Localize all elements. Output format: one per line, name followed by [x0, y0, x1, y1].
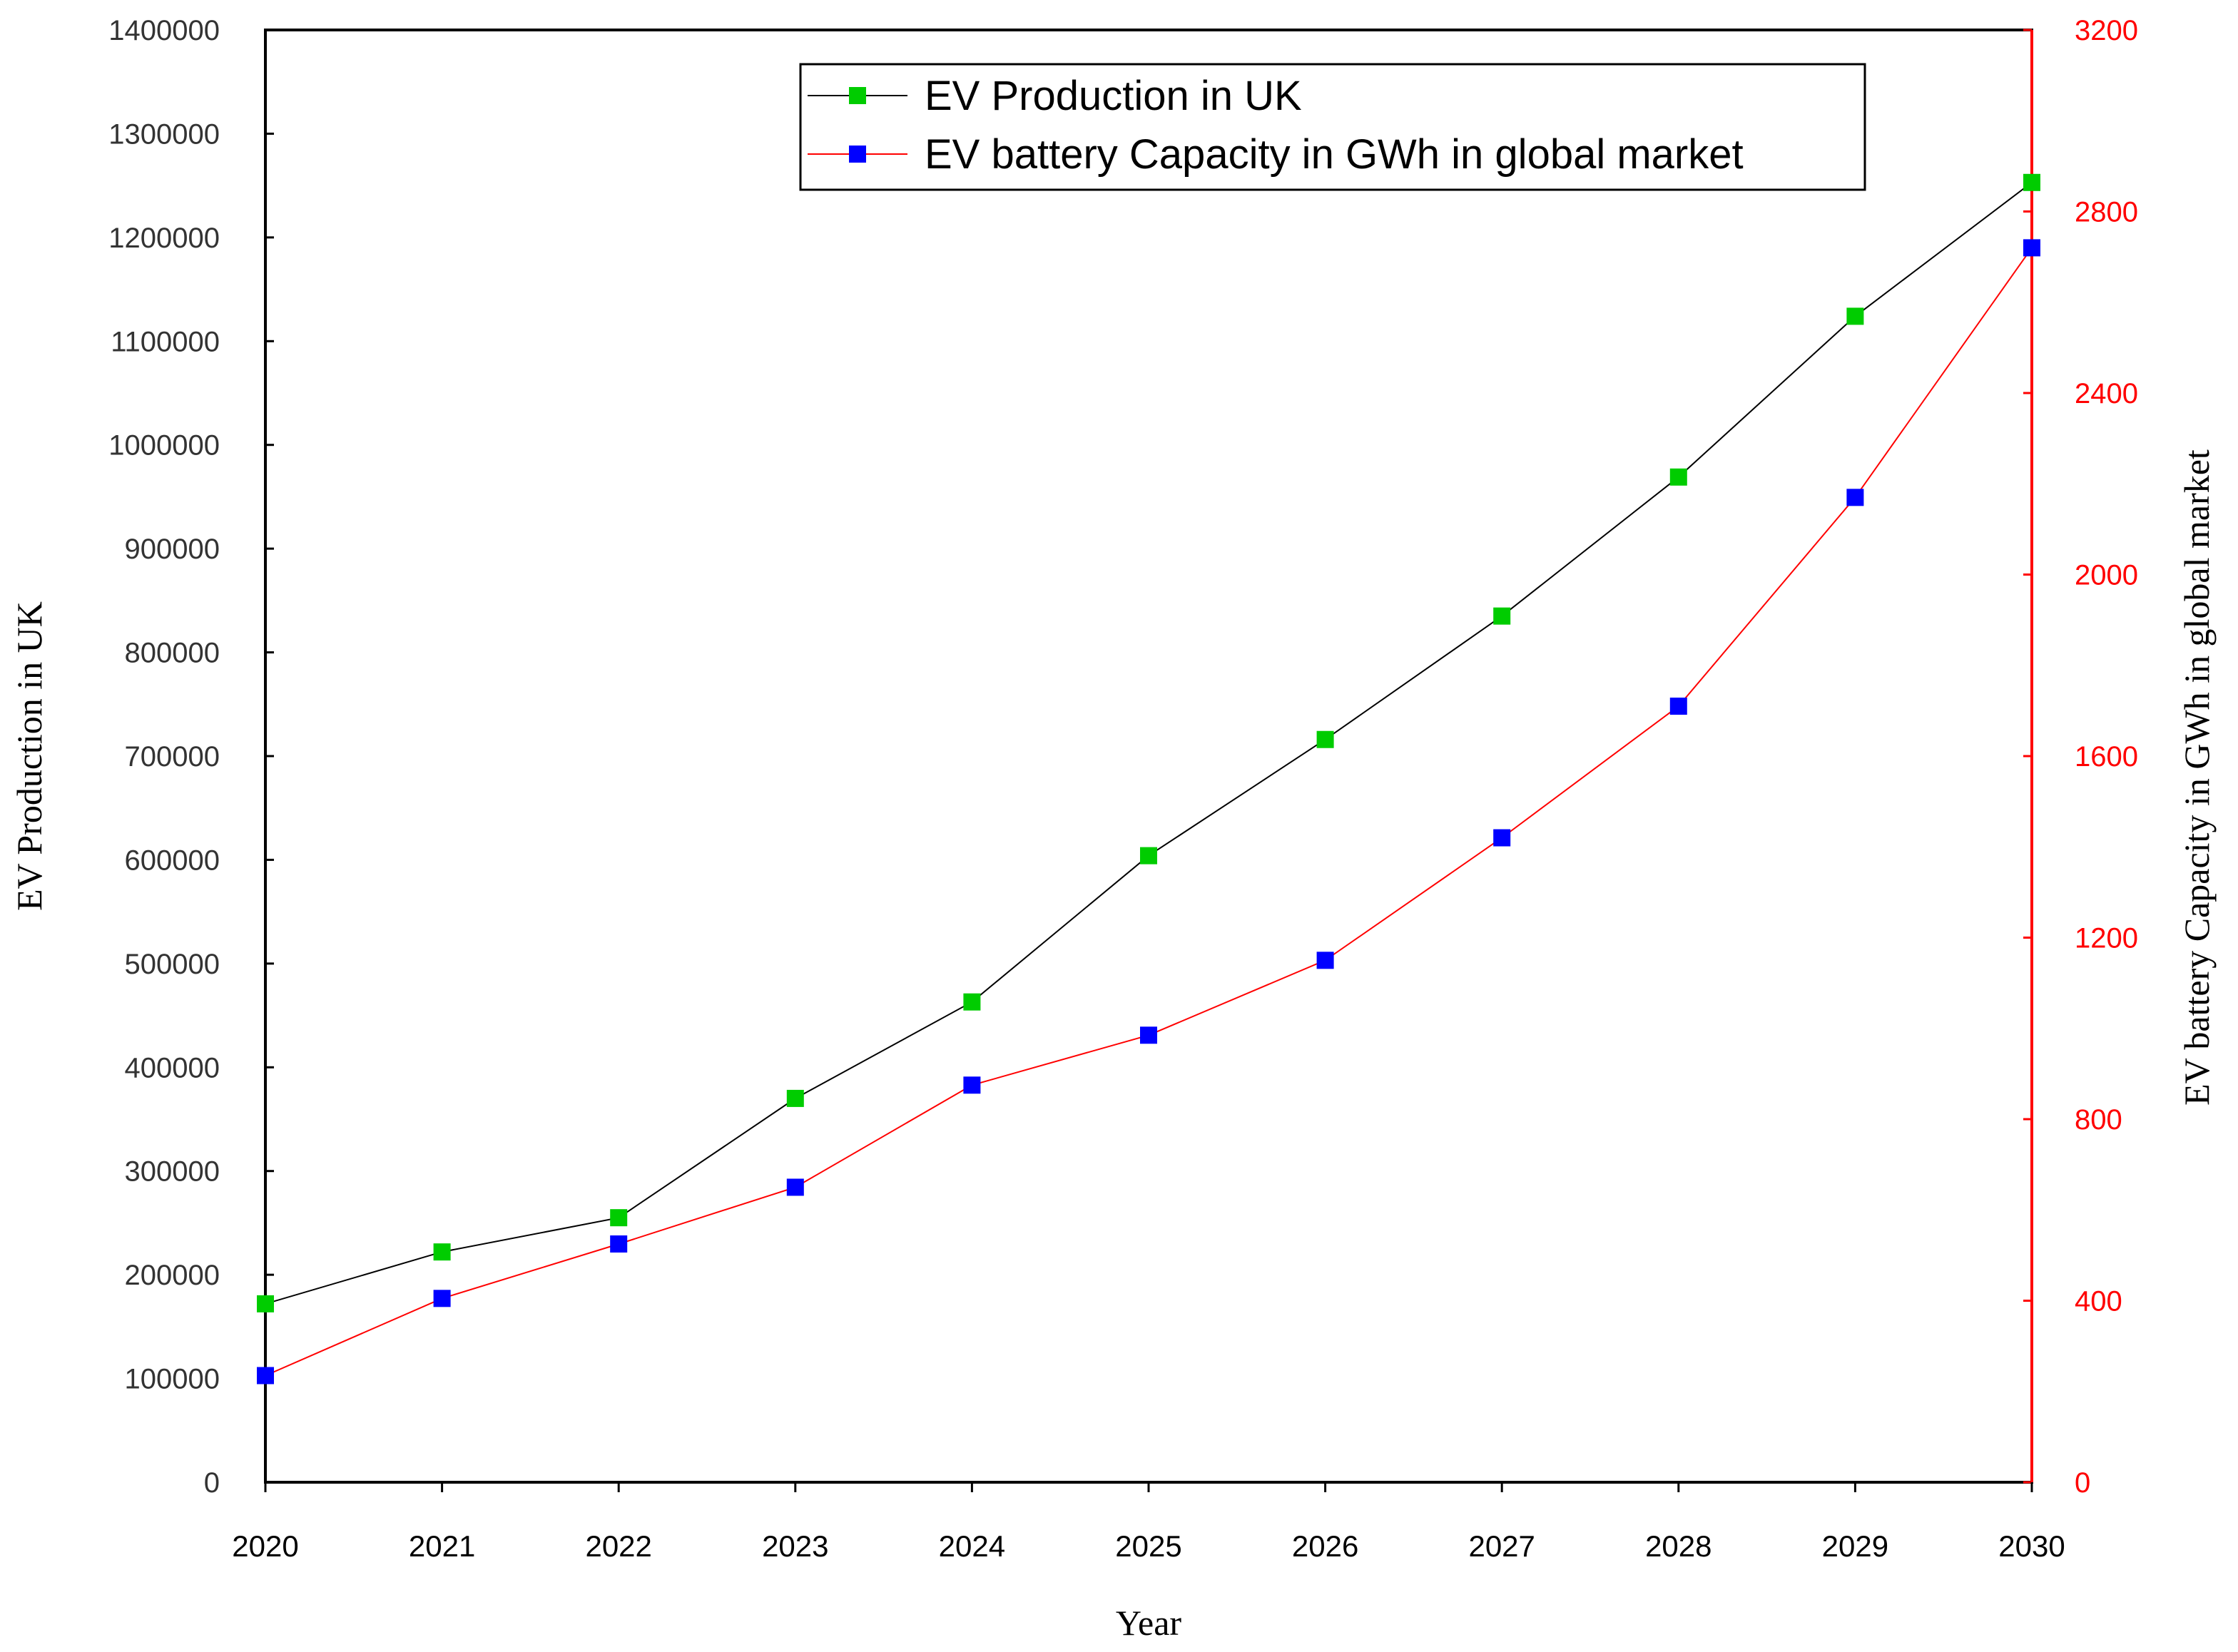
- left-tick-label: 1200000: [108, 223, 220, 254]
- series-0-point: [1140, 847, 1157, 865]
- x-axis-title: Year: [1116, 1603, 1181, 1643]
- right-tick-label: 800: [2075, 1104, 2122, 1136]
- x-tick-label: 2023: [762, 1529, 828, 1563]
- left-tick-label: 600000: [125, 845, 220, 876]
- series-0-point: [963, 993, 981, 1011]
- series-1-point: [610, 1235, 628, 1253]
- series-line-0: [265, 182, 2033, 1305]
- x-tick-label: 2025: [1115, 1529, 1181, 1563]
- left-axis-ticks: 0 100000 200000 300000 400000 500000 600000 700…: [108, 15, 274, 1499]
- left-tick-label: 300000: [125, 1156, 220, 1188]
- x-tick-label: 2026: [1292, 1529, 1358, 1563]
- right-tick-label: 1200: [2075, 923, 2138, 954]
- series-0-point: [1316, 730, 1334, 748]
- x-axis-ticks: 2020 2021 2022 2023 2024 2025 2026 2027 2028 2029…: [232, 1482, 2065, 1563]
- legend-label-battery-capacity: EV battery Capacity in GWh in global mar…: [925, 131, 1744, 178]
- y-axis-title: EV Production in UK: [9, 601, 49, 911]
- legend-box: [799, 63, 1866, 191]
- right-axis-ticks: 0 400 800 1200 1600 2000 2400 2800 3200: [2023, 15, 2138, 1499]
- x-tick-label: 2027: [1468, 1529, 1535, 1563]
- right-tick-label: 400: [2075, 1286, 2122, 1317]
- series-1-point: [786, 1178, 804, 1196]
- left-tick-label: 700000: [125, 741, 220, 773]
- left-tick-label: 0: [204, 1467, 220, 1499]
- x-tick-label: 2030: [1998, 1529, 2065, 1563]
- left-tick-label: 1100000: [111, 326, 220, 357]
- left-tick-label: 900000: [125, 534, 220, 565]
- x-tick-label: 2021: [409, 1529, 475, 1563]
- legend-label-ev-production: EV Production in UK: [925, 73, 1302, 119]
- x-tick-label: 2020: [232, 1529, 298, 1563]
- right-tick-label: 3200: [2075, 15, 2138, 46]
- right-tick-label: 2000: [2075, 560, 2138, 591]
- x-tick-label: 2028: [1645, 1529, 1711, 1563]
- left-tick-label: 100000: [125, 1364, 220, 1395]
- left-tick-label: 1000000: [108, 430, 220, 462]
- left-tick-label: 1400000: [108, 15, 220, 46]
- x-tick-label: 2024: [939, 1529, 1005, 1563]
- series-1-point: [2023, 239, 2040, 257]
- series-0-point: [433, 1243, 451, 1261]
- series-1-point: [1493, 829, 1511, 847]
- series-0-point: [2023, 173, 2040, 191]
- left-tick-label: 1300000: [108, 118, 220, 150]
- legend: EV Production in UK EV battery Capacity …: [799, 63, 1866, 191]
- right-tick-label: 1600: [2075, 741, 2138, 773]
- series-1-point: [1140, 1026, 1157, 1044]
- series-0-point: [610, 1209, 628, 1227]
- series-0-point: [1493, 607, 1511, 625]
- left-tick-label: 500000: [125, 949, 220, 980]
- series-1-point: [1316, 952, 1334, 969]
- plot-frame: [264, 29, 2033, 1484]
- series-layer: [257, 173, 2040, 1385]
- series-0-point: [1669, 468, 1687, 486]
- right-tick-label: 0: [2075, 1467, 2090, 1499]
- series-1-point: [433, 1290, 451, 1307]
- series-line-1: [265, 247, 2033, 1377]
- y2-axis-title: EV battery Capacity in GWh in global mar…: [2177, 449, 2217, 1106]
- series-1-point: [1669, 698, 1687, 715]
- left-tick-label: 200000: [125, 1260, 220, 1291]
- series-1-point: [1846, 489, 1864, 506]
- series-1-point: [257, 1367, 274, 1385]
- legend-marker-battery-capacity: [849, 146, 866, 163]
- left-tick-label: 400000: [125, 1052, 220, 1084]
- x-tick-label: 2029: [1822, 1529, 1888, 1563]
- right-tick-label: 2400: [2075, 378, 2138, 409]
- x-tick-label: 2022: [585, 1529, 651, 1563]
- series-0-point: [1846, 307, 1864, 325]
- left-tick-label: 800000: [125, 638, 220, 669]
- legend-marker-ev-production: [849, 87, 866, 104]
- series-0-point: [786, 1089, 804, 1107]
- series-1-point: [963, 1076, 981, 1094]
- series-0-point: [257, 1295, 274, 1312]
- right-tick-label: 2800: [2075, 197, 2138, 228]
